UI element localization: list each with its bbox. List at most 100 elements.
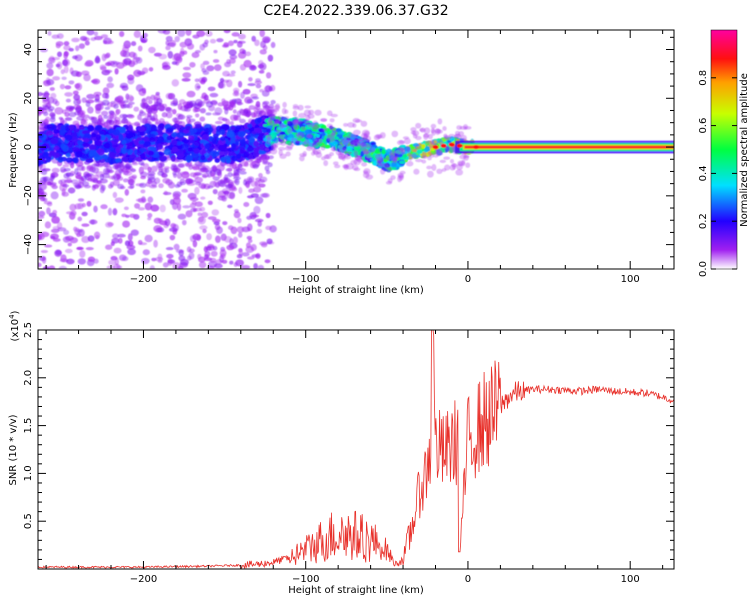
- heatmap-cell: [284, 109, 289, 114]
- heatmap-cell: [165, 107, 173, 113]
- heatmap-cell: [204, 143, 210, 150]
- heatmap-cell: [434, 128, 442, 134]
- heatmap-cell: [83, 138, 90, 143]
- heatmap-cell: [426, 165, 432, 170]
- heatmap-cell: [431, 128, 436, 136]
- heatmap-cell: [330, 113, 338, 118]
- heatmap-cell: [163, 190, 168, 196]
- heatmap-cell: [220, 136, 226, 142]
- heatmap-cell: [191, 200, 197, 205]
- heatmap-cell: [63, 45, 71, 51]
- heatmap-cell: [334, 164, 341, 169]
- heatmap-cell: [40, 231, 50, 238]
- heatmap-cell: [338, 144, 344, 150]
- heatmap-cell: [353, 129, 361, 135]
- heatmap-cell: [185, 125, 192, 131]
- heatmap-cell: [164, 166, 170, 170]
- heatmap-cell: [427, 156, 432, 161]
- heatmap-cell: [213, 263, 223, 269]
- snr-line: [38, 330, 674, 569]
- heatmap-cell: [87, 106, 94, 114]
- heatmap-cell: [122, 117, 128, 121]
- heatmap-cell: [128, 178, 135, 186]
- heatmap-cell: [194, 181, 202, 186]
- heatmap-cell: [67, 141, 73, 148]
- heatmap-cell: [139, 182, 147, 188]
- heatmap-cell: [205, 112, 212, 116]
- heatmap-cell: [175, 168, 181, 174]
- heatmap-cell: [90, 219, 95, 225]
- heatmap-cell: [199, 107, 206, 114]
- heatmap-cell: [115, 109, 120, 116]
- heatmap-cell: [112, 208, 118, 216]
- heatmap-cell: [390, 175, 396, 180]
- heatmap-cell: [105, 62, 112, 67]
- heatmap-cell: [247, 145, 254, 152]
- heatmap-cell: [234, 115, 242, 121]
- heatmap-cell: [52, 76, 61, 81]
- heatmap-cell: [50, 181, 57, 186]
- snr-ylabel: SNR (10 * v/v): [8, 414, 19, 485]
- heatmap-cell: [201, 134, 210, 141]
- heatmap-cell: [77, 198, 85, 202]
- heatmap-cell: [212, 188, 218, 195]
- heatmap-cell: [194, 78, 200, 83]
- heatmap-cell: [203, 98, 211, 104]
- heatmap-cell: [137, 126, 146, 132]
- heatmap-cell: [149, 137, 156, 143]
- heatmap-cell: [427, 133, 433, 140]
- heatmap-cell: [38, 210, 46, 217]
- heatmap-cell: [385, 156, 391, 161]
- heatmap-cell: [322, 128, 328, 132]
- heatmap-cell: [432, 151, 439, 158]
- heatmap-cell: [147, 173, 155, 181]
- heatmap-cell: [139, 147, 147, 153]
- heatmap-cell: [207, 243, 215, 249]
- y-tick-label: 1.0: [23, 465, 34, 481]
- colorbar-tick-label: 0.4: [698, 165, 709, 181]
- heatmap-cell: [105, 221, 113, 228]
- heatmap-cell: [62, 164, 70, 168]
- heatmap-cell: [427, 170, 434, 178]
- colorbar-label: Normalized spectral amplitude: [739, 73, 750, 227]
- heatmap-cell: [265, 72, 272, 79]
- heatmap-cell: [214, 64, 222, 71]
- heatmap-cell: [432, 145, 439, 150]
- heatmap-cell: [307, 113, 315, 119]
- heatmap-cell: [45, 130, 54, 136]
- heatmap-cell: [256, 228, 263, 234]
- heatmap-cell: [137, 114, 142, 121]
- heatmap-cell: [166, 253, 174, 259]
- heatmap-cell: [229, 57, 236, 64]
- heatmap-cell: [237, 232, 243, 238]
- heatmap-cell: [75, 71, 82, 78]
- heatmap-cell: [341, 154, 346, 162]
- heatmap-cell: [143, 136, 149, 142]
- heatmap-cell: [274, 119, 280, 125]
- heatmap-cell: [157, 30, 167, 34]
- heatmap-cell: [64, 92, 73, 97]
- snr-multiplier-close: ): [10, 310, 21, 314]
- heatmap-cell: [162, 65, 171, 70]
- heatmap-cell: [257, 64, 265, 69]
- heatmap-cell: [209, 180, 217, 188]
- heatmap-cell: [134, 121, 141, 127]
- x-tick-label: −100: [292, 574, 319, 585]
- heatmap-cell: [223, 235, 232, 243]
- heatmap-cell: [241, 265, 251, 269]
- heatmap-cell: [171, 146, 178, 153]
- heatmap-cell: [245, 112, 251, 118]
- x-tick-label: 100: [621, 274, 640, 285]
- heatmap-cell: [353, 134, 358, 139]
- heatmap-cell: [176, 172, 183, 179]
- heatmap-cell: [212, 133, 219, 138]
- heatmap-cell: [237, 217, 242, 224]
- heatmap-cell: [254, 180, 261, 187]
- heatmap-cell: [47, 96, 55, 104]
- heatmap-cell: [77, 258, 86, 265]
- heatmap-cell: [308, 109, 315, 115]
- heatmap-cell: [234, 178, 240, 186]
- heatmap-cell: [38, 91, 43, 97]
- heatmap-cell: [102, 154, 108, 160]
